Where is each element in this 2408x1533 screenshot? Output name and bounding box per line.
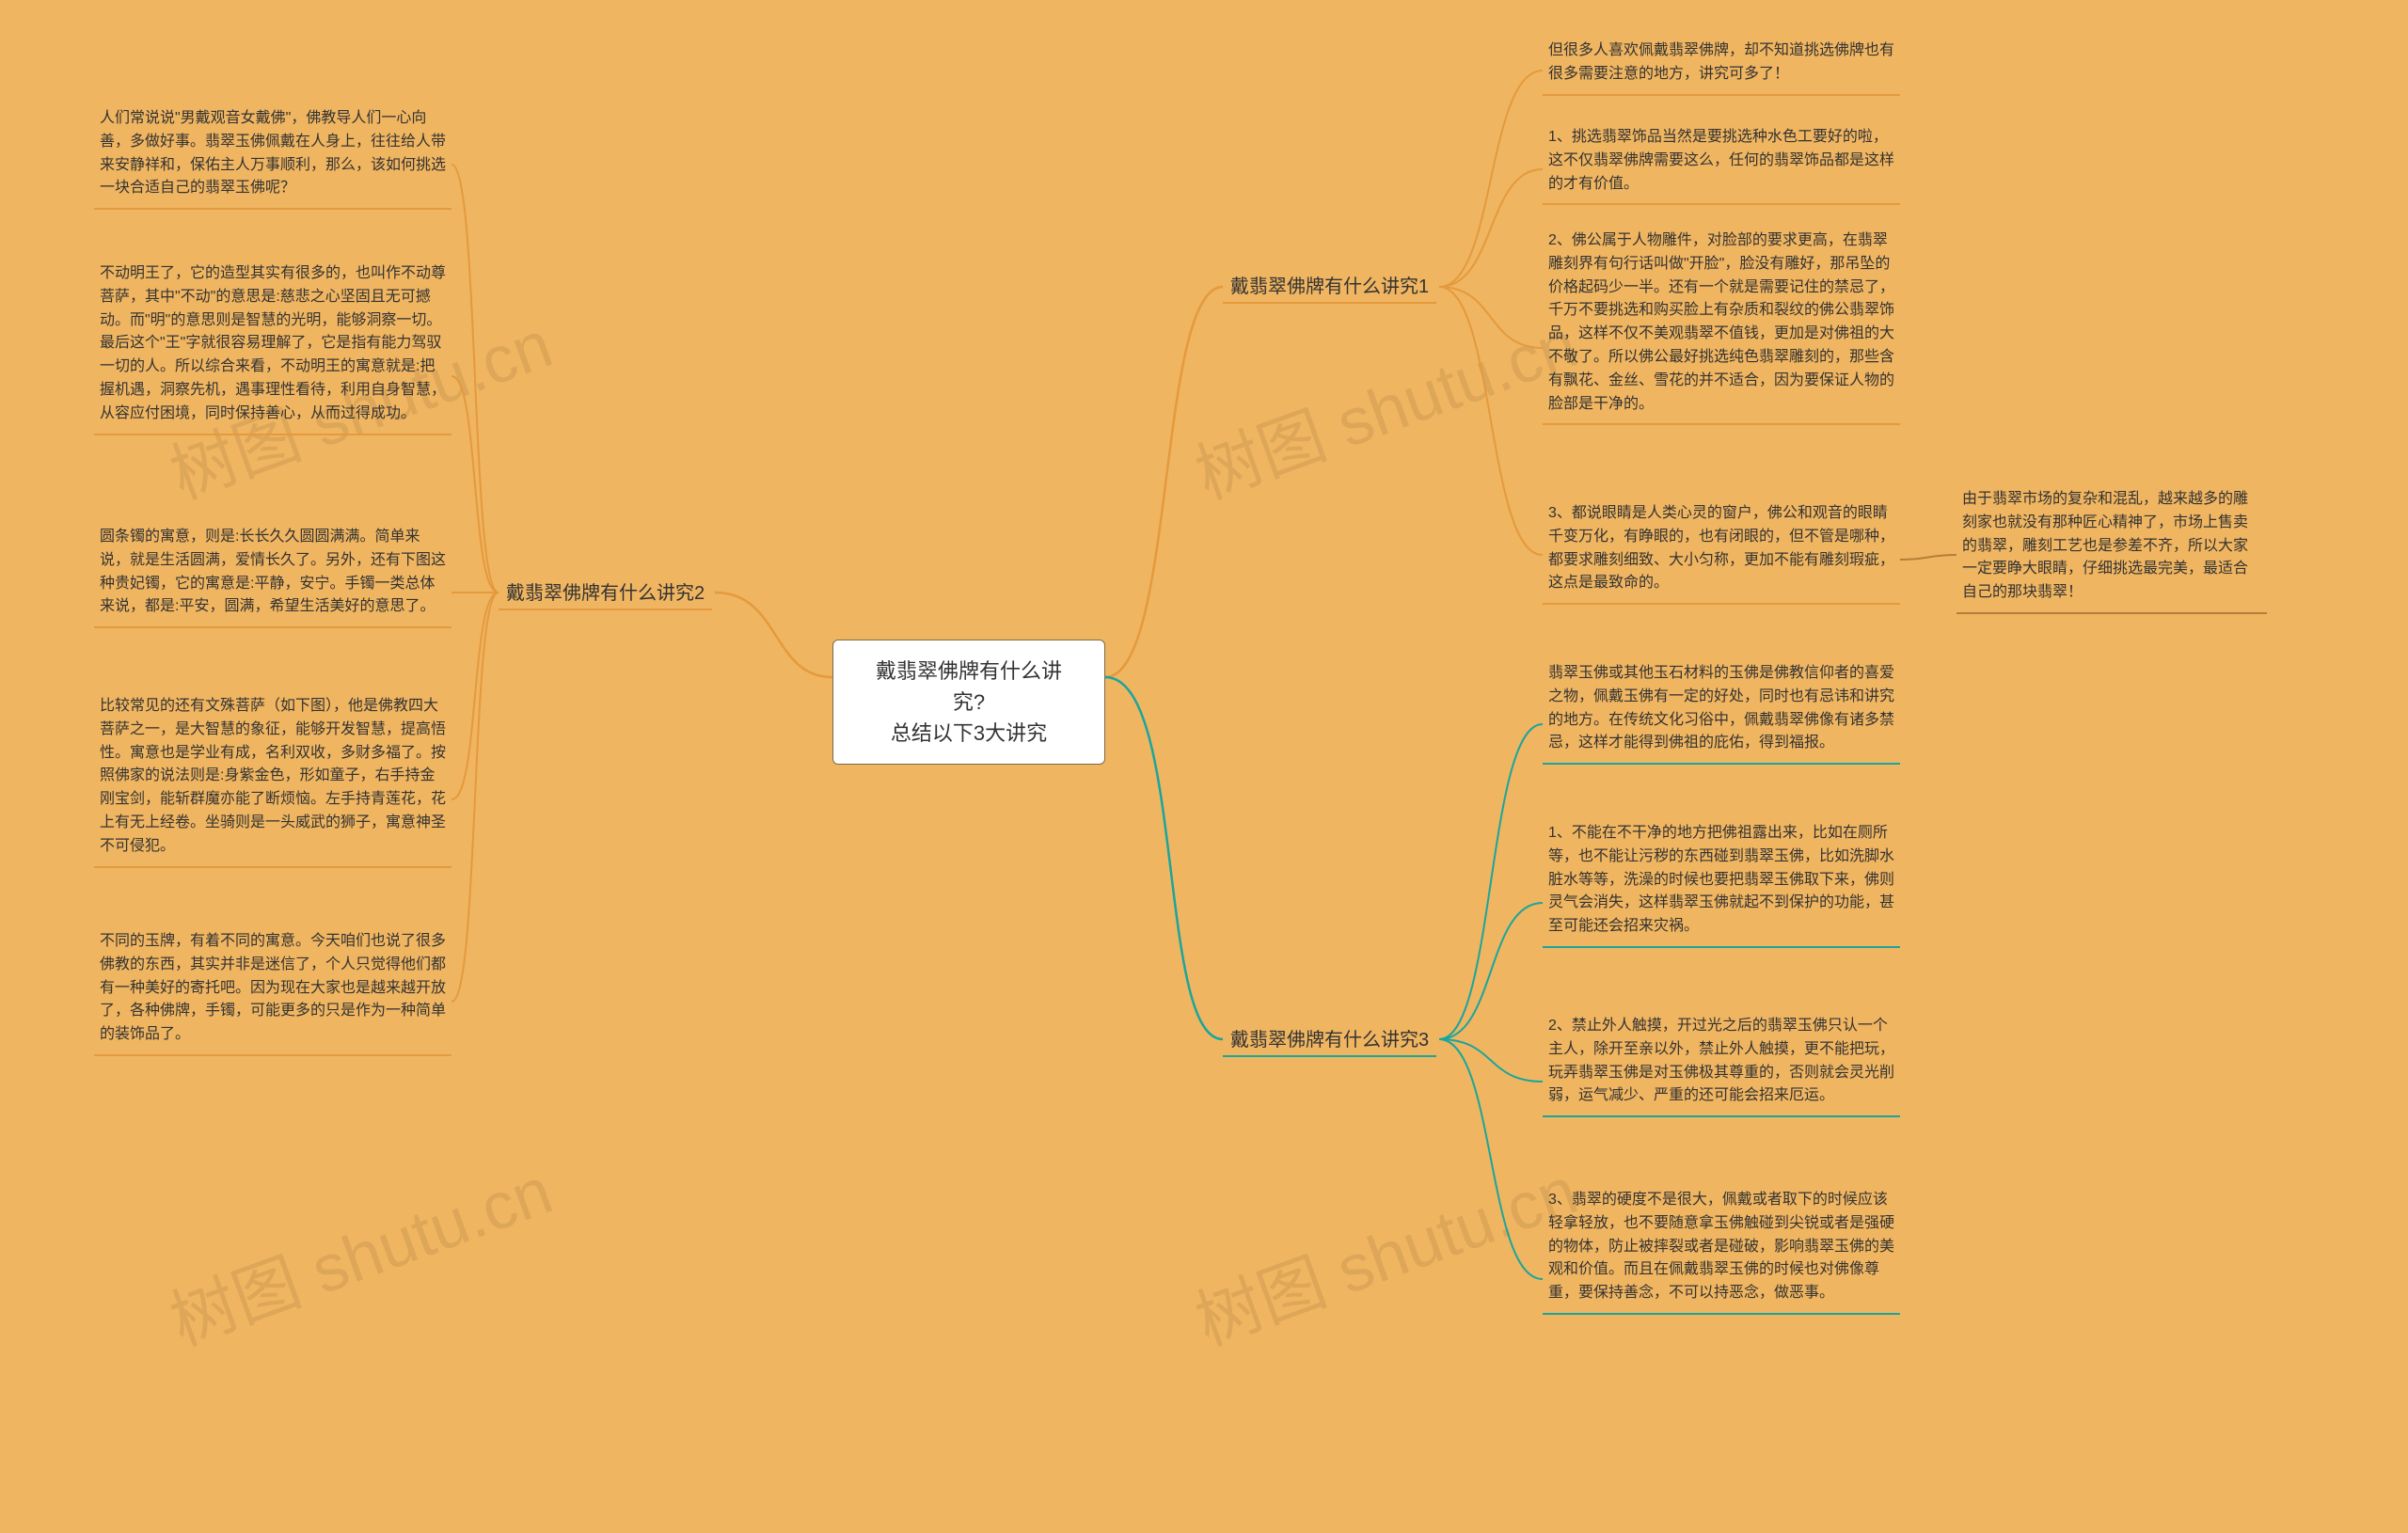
branch1-leaf[interactable]: 2、佛公属于人物雕件，对脸部的要求更高，在翡翠雕刻界有句行话叫做"开脸"，脸没有… <box>1543 226 1900 425</box>
watermark: 树图 shutu.cn <box>156 1139 563 1365</box>
branch1-leaf[interactable]: 3、都说眼睛是人类心灵的窗户，佛公和观音的眼睛千变万化，有睁眼的，也有闭眼的，但… <box>1543 498 1900 605</box>
center-node[interactable]: 戴翡翠佛牌有什么讲究? 总结以下3大讲究 <box>832 640 1105 765</box>
center-title-line2: 总结以下3大讲究 <box>862 718 1076 749</box>
branch2-leaf[interactable]: 不同的玉牌，有着不同的寓意。今天咱们也说了很多佛教的东西，其实并非是迷信了，个人… <box>94 926 452 1056</box>
branch3-leaf[interactable]: 翡翠玉佛或其他玉石材料的玉佛是佛教信仰者的喜爱之物，佩戴玉佛有一定的好处，同时也… <box>1543 658 1900 765</box>
branch2-leaf[interactable]: 人们常说说"男戴观音女戴佛"，佛教导人们一心向善，多做好事。翡翠玉佛佩戴在人身上… <box>94 103 452 210</box>
branch3-leaf[interactable]: 1、不能在不干净的地方把佛祖露出来，比如在厕所等，也不能让污秽的东西碰到翡翠玉佛… <box>1543 818 1900 948</box>
watermark: 树图 shutu.cn <box>1181 292 1589 518</box>
branch1-leaf[interactable]: 1、挑选翡翠饰品当然是要挑选种水色工要好的啦，这不仅翡翠佛牌需要这么，任何的翡翠… <box>1543 122 1900 205</box>
branch3-leaf[interactable]: 3、翡翠的硬度不是很大，佩戴或者取下的时候应该轻拿轻放，也不要随意拿玉佛触碰到尖… <box>1543 1185 1900 1315</box>
branch3-leaf[interactable]: 2、禁止外人触摸，开过光之后的翡翠玉佛只认一个主人，除开至亲以外，禁止外人触摸，… <box>1543 1011 1900 1117</box>
watermark: 树图 shutu.cn <box>1181 1139 1589 1365</box>
branch2-label[interactable]: 戴翡翠佛牌有什么讲究2 <box>499 574 712 610</box>
branch1-leaf[interactable]: 但很多人喜欢佩戴翡翠佛牌，却不知道挑选佛牌也有很多需要注意的地方，讲究可多了！ <box>1543 36 1900 96</box>
branch2-leaf[interactable]: 比较常见的还有文殊菩萨（如下图），他是佛教四大菩萨之一，是大智慧的象征，能够开发… <box>94 691 452 868</box>
branch1-extra-leaf[interactable]: 由于翡翠市场的复杂和混乱，越来越多的雕刻家也就没有那种匠心精神了，市场上售卖的翡… <box>1956 484 2267 614</box>
center-title-line1: 戴翡翠佛牌有什么讲究? <box>862 656 1076 718</box>
branch3-label[interactable]: 戴翡翠佛牌有什么讲究3 <box>1223 1020 1436 1057</box>
branch1-label[interactable]: 戴翡翠佛牌有什么讲究1 <box>1223 267 1436 304</box>
branch2-leaf[interactable]: 不动明王了，它的造型其实有很多的，也叫作不动尊菩萨，其中"不动"的意思是:慈悲之… <box>94 259 452 435</box>
branch2-leaf[interactable]: 圆条镯的寓意，则是:长长久久圆圆满满。简单来说，就是生活圆满，爱情长久了。另外，… <box>94 522 452 628</box>
